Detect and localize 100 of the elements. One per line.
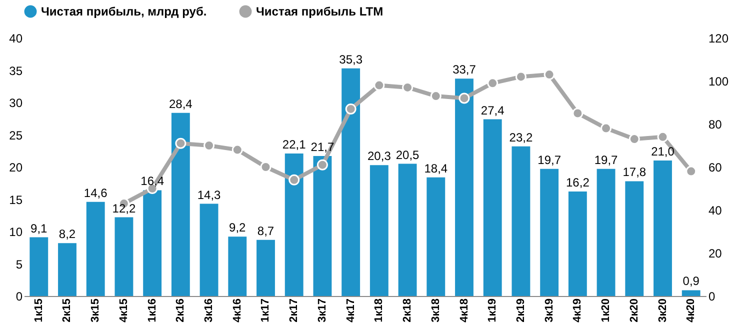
x-tick-label: 4к19 (572, 298, 584, 322)
point (374, 80, 385, 91)
data-label: 35,3 (339, 52, 363, 66)
x-tick-label: 2к19 (514, 298, 527, 322)
point (232, 144, 243, 156)
data-label: 18,4 (424, 161, 448, 176)
x-tick-label: 2к16 (174, 298, 187, 322)
bar (654, 160, 672, 296)
bar (540, 168, 559, 296)
bar (596, 168, 616, 296)
bar (114, 217, 134, 296)
bar (284, 153, 304, 296)
x-tick-label: 2к17 (288, 298, 300, 322)
point (260, 162, 272, 172)
x-tick-label: 4к15 (118, 298, 130, 322)
y-tick-label: 5 (16, 257, 23, 272)
data-label: 20,3 (368, 149, 392, 164)
data-label: 19,7 (538, 152, 562, 167)
data-label: 27,4 (480, 103, 505, 118)
data-label: 20,5 (396, 148, 420, 162)
x-tick-label: 1к15 (32, 298, 45, 322)
point (657, 131, 668, 142)
y2-tick-label: 80 (708, 118, 722, 132)
bar (483, 119, 502, 296)
point (204, 140, 215, 151)
point (487, 78, 498, 89)
data-label: 16,2 (566, 176, 590, 190)
y-tick-label: 15 (9, 192, 23, 207)
x-tick-label: 3к17 (316, 298, 328, 322)
bar (256, 240, 275, 296)
x-tick-label: 3к18 (430, 298, 442, 322)
bar (143, 190, 162, 296)
data-label: 33,7 (452, 62, 476, 77)
data-label: 21,7 (310, 140, 334, 154)
bar (370, 165, 388, 296)
x-tick-label: 1к18 (373, 298, 386, 322)
x-tick-label: 3к20 (656, 298, 669, 322)
point (175, 138, 186, 149)
data-label: 9,1 (30, 221, 48, 236)
bar (455, 78, 474, 296)
data-label: 28,4 (168, 96, 193, 111)
x-tick-label: 2к20 (628, 298, 640, 322)
data-label: 22,1 (282, 137, 306, 152)
bar (171, 112, 190, 296)
x-tick-label: 4к16 (231, 298, 244, 322)
point (345, 103, 356, 114)
y-tick-label: 20 (9, 160, 23, 174)
x-tick-label: 3к15 (90, 298, 102, 322)
bar (228, 236, 247, 296)
point (686, 166, 697, 177)
x-tick-label: 2к15 (61, 298, 74, 322)
x-tick-label: 1к17 (260, 298, 272, 322)
point (316, 159, 328, 170)
y-tick-label: 40 (9, 32, 23, 46)
data-label: 17,8 (622, 165, 646, 180)
x-tick-label: 2к18 (402, 298, 414, 322)
data-label: 8,7 (257, 224, 274, 238)
x-tick-label: 4к17 (344, 298, 357, 322)
x-tick-label: 1к16 (146, 298, 158, 322)
y2-tick-label: 100 (708, 74, 729, 88)
legend-label: Чистая прибыль LTM (256, 4, 384, 19)
bar (625, 181, 644, 296)
data-label: 12,2 (112, 201, 136, 216)
data-label: 14,6 (84, 186, 108, 200)
bar (398, 164, 417, 296)
x-tick-label: 4к18 (458, 298, 470, 322)
y2-tick-label: 60 (708, 160, 722, 174)
bar (342, 68, 360, 296)
bar (568, 192, 587, 296)
x-tick-label: 1к19 (486, 298, 499, 322)
bar (58, 243, 76, 296)
data-label: 19,7 (594, 152, 618, 167)
bar (313, 156, 332, 296)
bar (512, 146, 530, 296)
x-tick-label: 3к19 (543, 298, 556, 322)
y-tick-label: 30 (9, 96, 23, 110)
y2-tick-label: 20 (708, 246, 722, 260)
bar (86, 202, 105, 296)
point (572, 108, 584, 119)
point (544, 69, 555, 80)
data-label: 23,2 (509, 130, 533, 144)
bar (200, 204, 218, 296)
y2-tick-label: 120 (708, 32, 729, 46)
point (600, 122, 612, 134)
bar (682, 290, 700, 296)
y-tick-label: 10 (9, 225, 23, 239)
y2-tick-label: 40 (708, 204, 722, 218)
x-tick-label: 3к16 (203, 298, 216, 322)
point (288, 174, 300, 186)
data-label: 16,4 (140, 174, 164, 188)
point (458, 92, 470, 104)
data-label: 0,9 (682, 274, 700, 288)
data-label: 14,3 (197, 188, 222, 202)
y-tick-label: 25 (9, 128, 23, 142)
y-tick-label: 0 (16, 290, 23, 304)
y2-tick-label: 0 (708, 290, 716, 304)
bar (30, 237, 48, 296)
data-label: 8,2 (58, 227, 76, 242)
x-tick-label: 4к20 (685, 298, 698, 322)
x-tick-label: 1к20 (600, 298, 612, 322)
